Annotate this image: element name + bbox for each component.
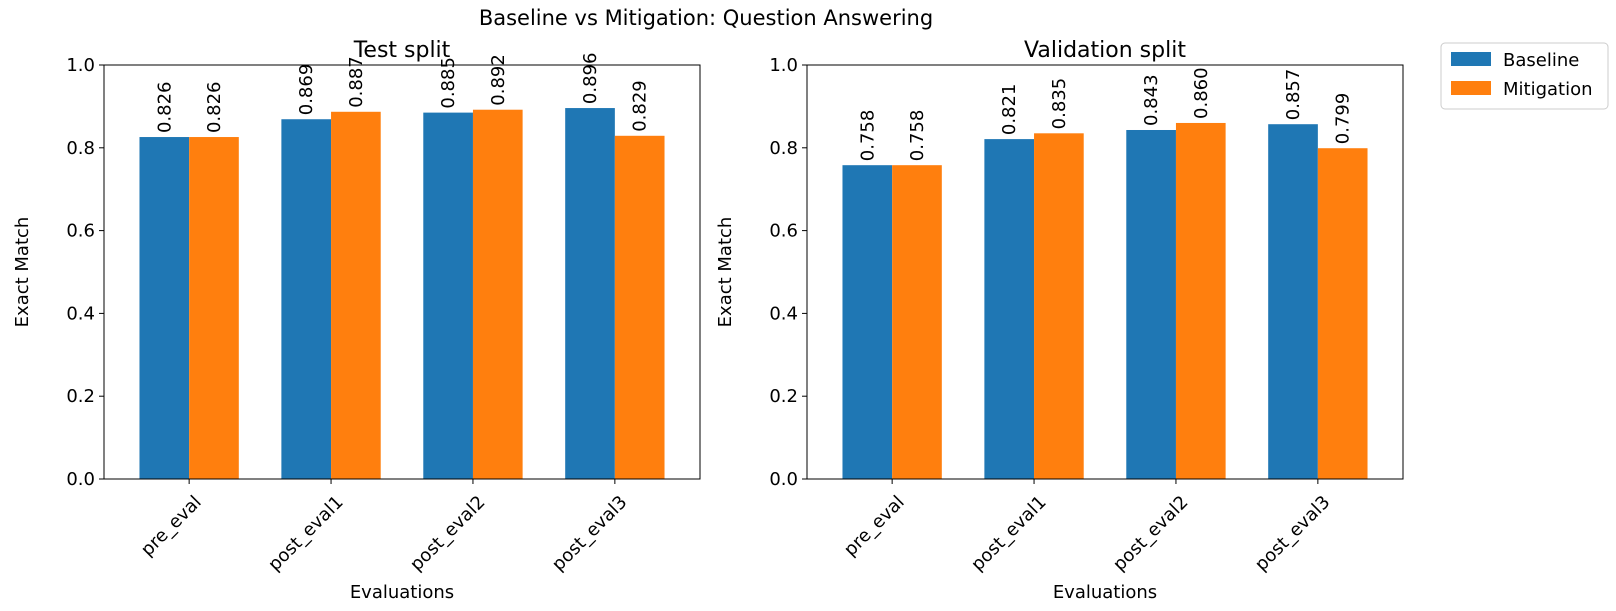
chart-validation: 0.758 0.821 0.843 0.857 0.758 0.835 0.860 0.799… bbox=[715, 38, 1404, 603]
bar-value-label: 0.799 bbox=[1333, 93, 1354, 145]
legend-label-baseline: Baseline bbox=[1503, 50, 1579, 71]
bar-baseline-post_eval1 bbox=[281, 119, 332, 479]
y-tick-label: 0.2 bbox=[769, 386, 798, 407]
bar-baseline-post_eval2 bbox=[1126, 129, 1176, 480]
y-tick-label: 0.8 bbox=[769, 138, 798, 159]
x-tick-label: post_eval1 bbox=[264, 492, 348, 576]
bar-baseline-post_eval1 bbox=[984, 139, 1035, 479]
x-tick-label: post_eval3 bbox=[1251, 492, 1335, 576]
bar-value-label: 0.826 bbox=[154, 82, 175, 134]
bar-baseline-post_eval3 bbox=[1268, 124, 1318, 480]
x-tick-label: pre_eval bbox=[840, 492, 909, 561]
y-tick-label: 0.0 bbox=[66, 469, 95, 490]
x-tick-label: post_eval3 bbox=[548, 492, 632, 576]
figure-suptitle: Baseline vs Mitigation: Question Answeri… bbox=[479, 6, 933, 30]
legend-swatch-mitigation bbox=[1451, 81, 1491, 95]
legend: Baseline Mitigation bbox=[1440, 42, 1609, 110]
x-axis-label: Evaluations bbox=[350, 582, 454, 603]
y-tick-label: 0.2 bbox=[66, 386, 95, 407]
bar-mitigation-post_eval2 bbox=[1175, 122, 1226, 480]
chart-test: 0.826 0.869 0.885 0.896 0.826 0.887 0.892 0.829… bbox=[12, 38, 701, 603]
bar-value-label: 0.821 bbox=[999, 84, 1020, 136]
bar-value-label: 0.758 bbox=[907, 110, 928, 162]
y-tick-label: 1.0 bbox=[66, 55, 95, 76]
bar-value-label: 0.857 bbox=[1283, 69, 1304, 121]
y-axis-label: Exact Match bbox=[12, 217, 33, 328]
panel-title: Validation split bbox=[1024, 38, 1186, 63]
axes-frame bbox=[103, 64, 701, 480]
bar-mitigation-post_eval1 bbox=[1034, 133, 1084, 479]
bar-value-label: 0.869 bbox=[296, 64, 317, 116]
y-axis-label: Exact Match bbox=[715, 217, 736, 328]
bar-mitigation-post_eval1 bbox=[331, 111, 381, 480]
bar-value-label: 0.896 bbox=[580, 53, 601, 105]
y-tick-label: 0.4 bbox=[769, 303, 798, 324]
legend-label-mitigation: Mitigation bbox=[1503, 79, 1593, 100]
bar-value-label: 0.758 bbox=[857, 110, 878, 162]
bar-baseline-pre_eval bbox=[139, 137, 190, 479]
axes-frame bbox=[806, 64, 1404, 480]
bar-value-label: 0.885 bbox=[438, 57, 459, 109]
bar-mitigation-post_eval3 bbox=[1317, 148, 1368, 480]
bar-mitigation-post_eval2 bbox=[472, 109, 523, 479]
y-tick-label: 0.6 bbox=[769, 221, 798, 242]
bar-baseline-post_eval3 bbox=[565, 108, 615, 479]
x-tick-label: pre_eval bbox=[137, 492, 206, 561]
x-tick-label: post_eval2 bbox=[406, 492, 490, 576]
y-tick-label: 0.0 bbox=[769, 469, 798, 490]
chart-panels: 0.826 0.869 0.885 0.896 0.826 0.887 0.892 0.829… bbox=[12, 38, 1404, 603]
legend-swatch-baseline bbox=[1451, 52, 1491, 66]
bar-mitigation-post_eval3 bbox=[614, 135, 665, 479]
x-axis-label: Evaluations bbox=[1053, 582, 1157, 603]
bar-baseline-pre_eval bbox=[842, 165, 893, 480]
bar-value-label: 0.829 bbox=[630, 80, 651, 132]
bar-value-label: 0.826 bbox=[204, 82, 225, 134]
bar-value-label: 0.860 bbox=[1191, 67, 1212, 119]
bar-value-label: 0.892 bbox=[488, 54, 509, 106]
bar-baseline-post_eval2 bbox=[423, 112, 473, 480]
bar-mitigation-pre_eval bbox=[189, 137, 239, 479]
y-tick-label: 1.0 bbox=[769, 55, 798, 76]
bar-value-label: 0.887 bbox=[346, 56, 367, 108]
bar-value-label: 0.835 bbox=[1049, 78, 1070, 130]
bar-value-label: 0.843 bbox=[1141, 74, 1162, 126]
bar-mitigation-pre_eval bbox=[892, 165, 942, 480]
y-tick-label: 0.4 bbox=[66, 303, 95, 324]
panel-title: Test split bbox=[353, 38, 451, 63]
y-tick-label: 0.8 bbox=[66, 138, 95, 159]
x-tick-label: post_eval2 bbox=[1109, 492, 1193, 576]
y-tick-label: 0.6 bbox=[66, 221, 95, 242]
x-tick-label: post_eval1 bbox=[967, 492, 1051, 576]
